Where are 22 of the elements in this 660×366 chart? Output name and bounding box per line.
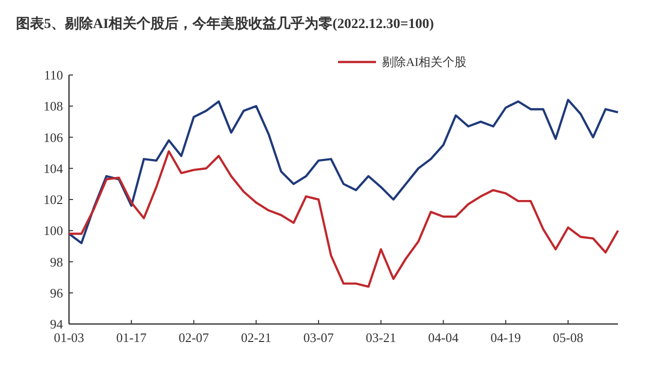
y-tick-label: 100	[44, 223, 63, 238]
chart-title: 图表5、剔除AI相关个股后，今年美股收益几乎为零(2022.12.30=100)	[16, 15, 434, 32]
y-tick-label: 108	[44, 98, 63, 114]
x-tick-label: 02-21	[240, 330, 272, 345]
x-tick-label: 04-19	[490, 330, 521, 345]
y-tick-label: 104	[44, 160, 64, 176]
x-tick-label: 05-08	[552, 330, 584, 345]
legend-label: 剔除AI相关个股	[382, 55, 467, 69]
x-tick-label: 01-03	[54, 330, 84, 345]
y-tick-label: 106	[44, 130, 64, 145]
y-tick-label: 98	[50, 254, 63, 270]
y-tick-label: 102	[44, 192, 63, 208]
y-tick-label: 94	[50, 316, 64, 332]
x-tick-label: 02-07	[178, 330, 210, 345]
x-tick-label: 03-07	[303, 330, 334, 345]
y-tick-label: 96	[50, 285, 64, 300]
line-series	[68, 150, 620, 288]
x-tick-label: 04-04	[428, 330, 459, 345]
x-tick-label: 03-21	[366, 330, 396, 345]
y-tick-label: 110	[44, 68, 63, 83]
line-series	[68, 98, 620, 244]
x-tick-label: 01-17	[116, 330, 148, 345]
